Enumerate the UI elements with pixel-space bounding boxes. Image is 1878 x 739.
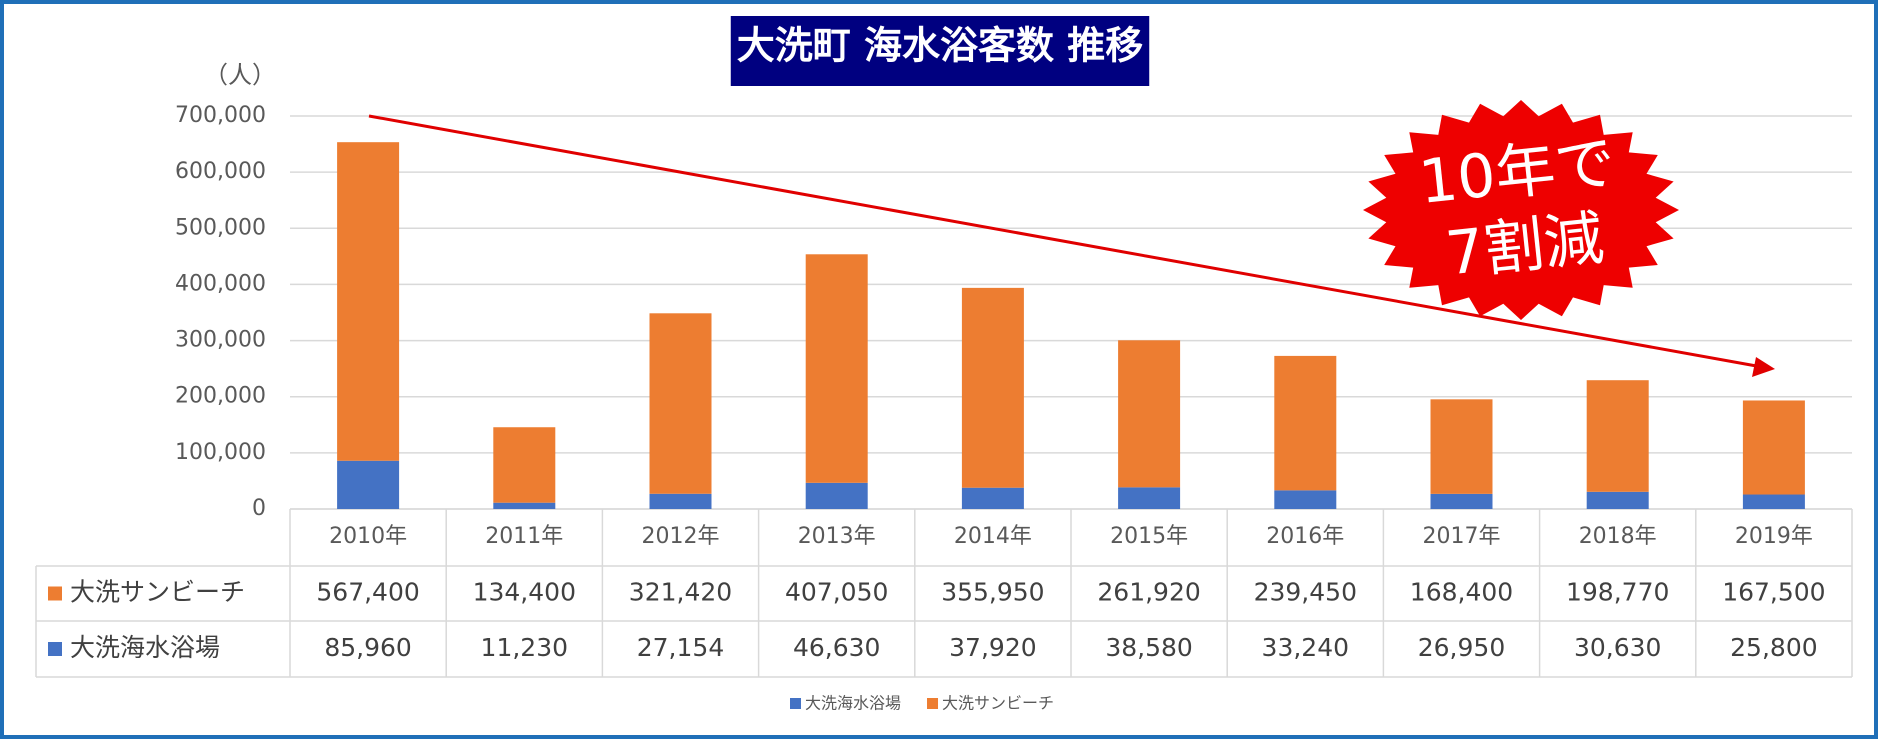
y-tick-label: 200,000 — [175, 384, 266, 409]
x-tick-label: 2015年 — [1110, 524, 1188, 549]
bar-segment — [1118, 340, 1181, 488]
y-tick-label: 0 — [252, 496, 266, 521]
bar-segment — [337, 460, 400, 509]
title-box — [730, 16, 1150, 86]
annotation: 7割減 — [1443, 203, 1608, 289]
bar-segment — [493, 427, 556, 503]
x-tick-label: 2018年 — [1579, 524, 1657, 549]
y-tick-label: 500,000 — [175, 215, 266, 240]
data-label: 261,920 — [1097, 578, 1200, 607]
legend-label: 大洗海水浴場 — [805, 694, 901, 713]
legend-key — [927, 698, 939, 709]
y-tick-label: 700,000 — [175, 103, 266, 128]
data-label: 167,500 — [1722, 578, 1825, 607]
table-key — [48, 642, 62, 656]
bar-segment — [1118, 487, 1181, 509]
x-tick-label: 2010年 — [329, 524, 407, 549]
y-tick-label: 100,000 — [175, 440, 266, 465]
bar-segment — [961, 287, 1024, 488]
y-tick-label: 300,000 — [175, 328, 266, 353]
bar-segment — [805, 482, 868, 509]
data-label: 46,630 — [793, 633, 880, 662]
data-label: 30,630 — [1574, 633, 1661, 662]
data-label: 407,050 — [785, 578, 888, 607]
trend-arrow-head — [1752, 357, 1775, 377]
data-label: 37,920 — [949, 633, 1036, 662]
data-label: 25,800 — [1730, 633, 1817, 662]
y-tick-label: 400,000 — [175, 271, 266, 296]
x-tick-label: 2019年 — [1735, 524, 1813, 549]
data-label: 355,950 — [941, 578, 1044, 607]
data-label: 321,420 — [629, 578, 732, 607]
bar-segment — [1274, 355, 1337, 491]
bar-segment — [1430, 493, 1493, 509]
legend-label: 大洗サンビーチ — [942, 694, 1054, 713]
data-label: 168,400 — [1410, 578, 1513, 607]
y-tick-label: 600,000 — [175, 159, 266, 184]
chart-title: 大洗町 海水浴客数 推移 — [737, 24, 1143, 68]
data-label: 239,450 — [1254, 578, 1357, 607]
x-tick-label: 2012年 — [642, 524, 720, 549]
table-key — [48, 586, 62, 601]
data-label: 33,240 — [1262, 633, 1349, 662]
starburst — [1363, 100, 1679, 320]
x-tick-label: 2011年 — [485, 524, 563, 549]
trend-arrow — [368, 114, 1763, 369]
x-tick-label: 2013年 — [798, 524, 876, 549]
table-row-label: 大洗サンビーチ — [70, 578, 245, 607]
bar-segment — [1742, 494, 1805, 509]
bar-segment — [1430, 399, 1493, 494]
bar-segment — [493, 502, 556, 509]
bar-segment — [1742, 400, 1805, 495]
bar-segment — [1586, 491, 1649, 509]
data-label: 134,400 — [473, 578, 576, 607]
x-tick-label: 2016年 — [1266, 524, 1344, 549]
bar-segment — [649, 493, 712, 509]
bar-segment — [649, 313, 712, 494]
data-label: 567,400 — [316, 578, 419, 607]
data-label: 38,580 — [1105, 633, 1192, 662]
legend-key — [790, 698, 801, 709]
table-row-label: 大洗海水浴場 — [70, 633, 220, 662]
bar-segment — [337, 142, 400, 461]
x-tick-label: 2017年 — [1423, 524, 1501, 549]
x-tick-label: 2014年 — [954, 524, 1032, 549]
data-label: 85,960 — [324, 633, 411, 662]
bar-segment — [1274, 490, 1337, 509]
bar-segment — [1586, 380, 1649, 492]
data-label: 198,770 — [1566, 578, 1669, 607]
data-label: 11,230 — [481, 633, 568, 662]
data-label: 27,154 — [637, 633, 724, 662]
bar-segment — [805, 254, 868, 483]
data-label: 26,950 — [1418, 633, 1505, 662]
bar-segment — [961, 487, 1024, 509]
y-axis-unit: （人） — [204, 61, 276, 89]
